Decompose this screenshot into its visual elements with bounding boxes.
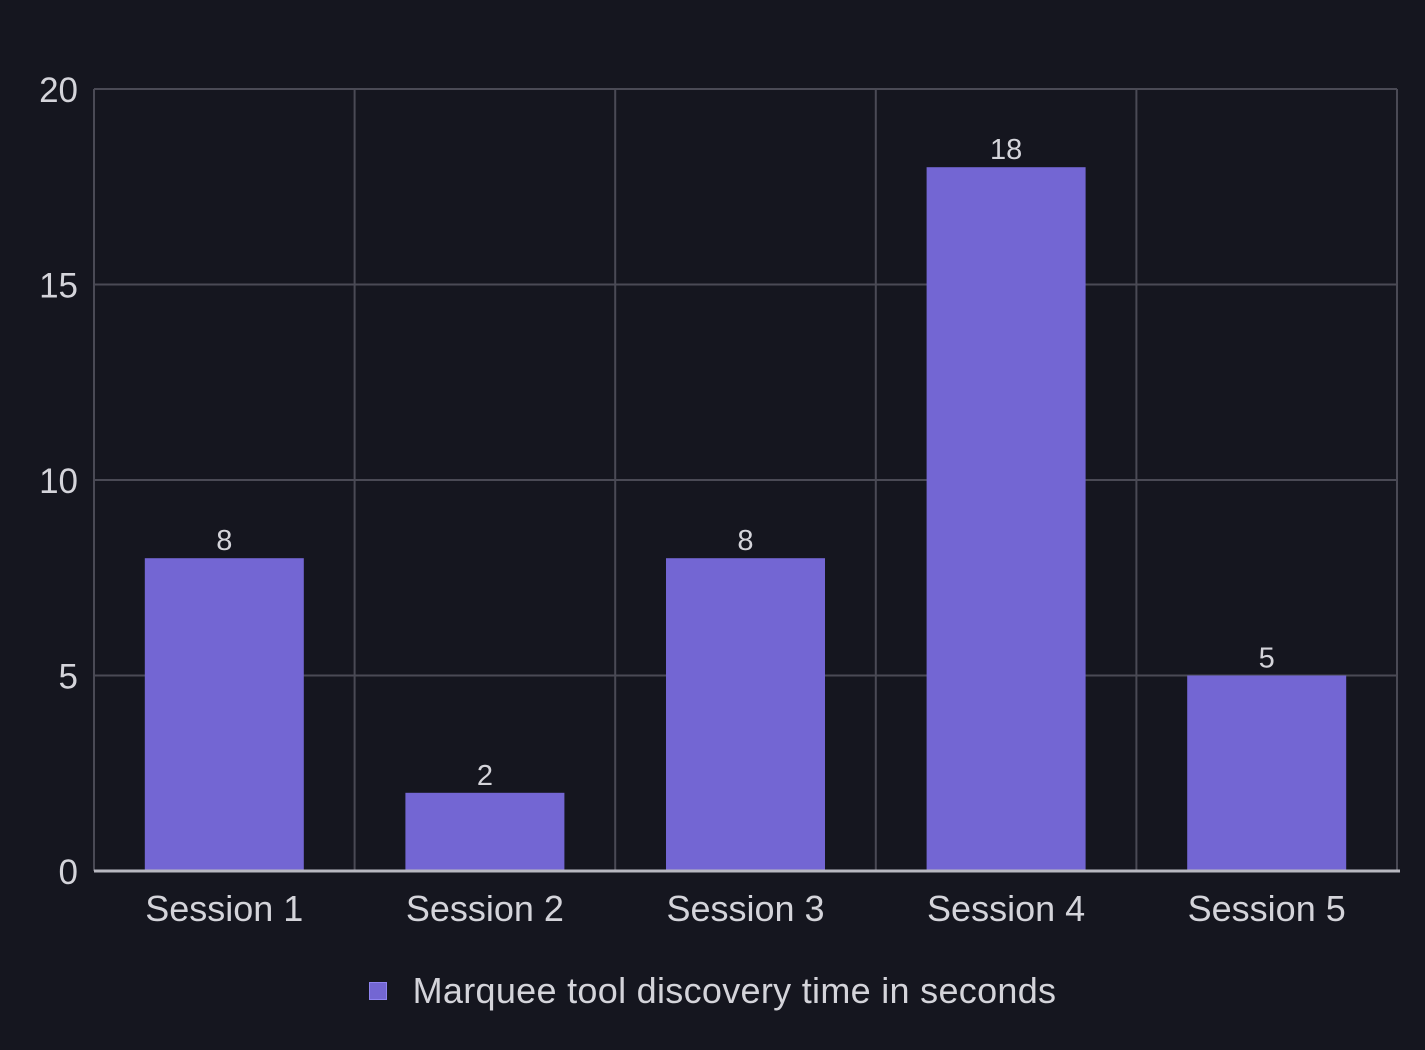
bar [144,558,304,871]
grid-lines [93,88,1398,871]
bar [405,792,565,871]
labels: 0 5 10 15 20 8 Session 1 2 Session 2 8 Session 3 18… [39,71,1346,929]
bar [926,167,1086,871]
x-tick-label: Session 1 [145,888,303,929]
x-tick-label: Session 3 [666,888,824,929]
data-label: 5 [1259,643,1275,675]
x-tick-label: Session 2 [406,888,564,929]
x-tick-label: Session 5 [1188,888,1346,929]
bar [666,558,825,871]
y-tick-label: 10 [39,462,78,501]
legend-swatch [368,982,387,1000]
y-tick-label: 0 [59,853,78,892]
data-label: 8 [216,525,232,557]
data-label: 18 [990,134,1022,166]
legend: Marquee tool discovery time in seconds [0,968,1425,1014]
y-tick-label: 5 [59,658,78,697]
data-label: 8 [737,525,753,557]
data-label: 2 [477,760,493,792]
x-tick-label: Session 4 [927,888,1085,929]
legend-label: Marquee tool discovery time in seconds [412,970,1057,1011]
y-tick-label: 15 [39,267,78,306]
y-tick-label: 20 [39,71,78,110]
bar [1187,675,1347,871]
bars [144,167,1347,871]
